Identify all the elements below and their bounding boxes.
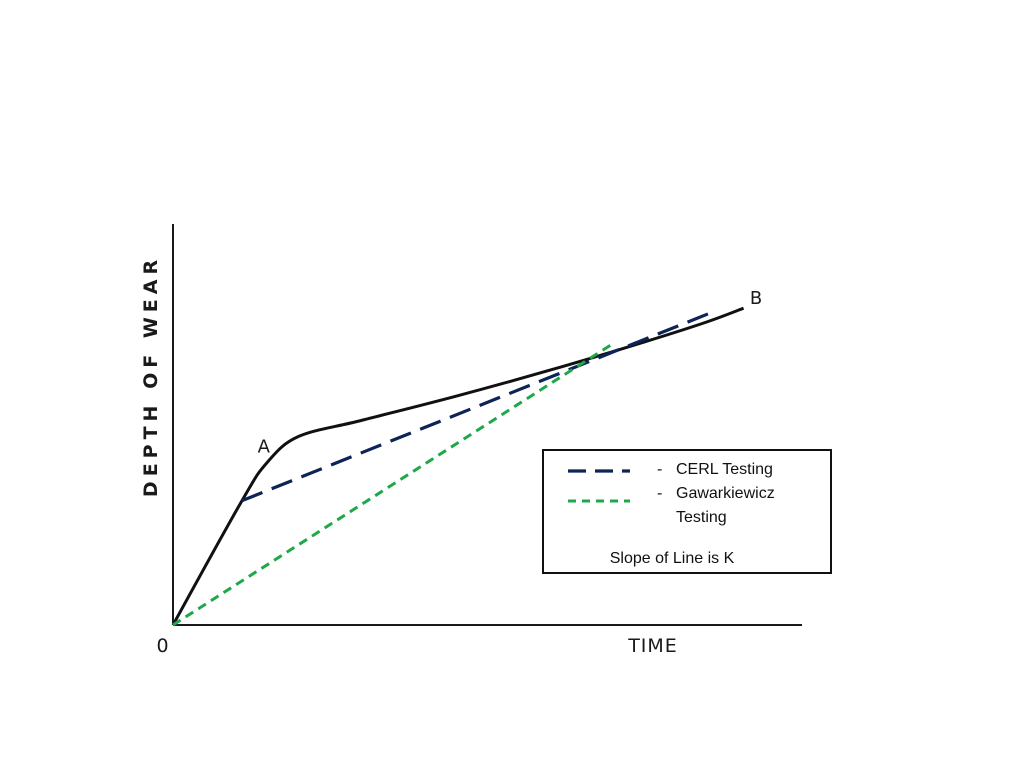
x-axis-label: TIME <box>627 635 678 657</box>
legend: - CERL Testing - Gawarkiewicz Testing Sl… <box>542 449 832 574</box>
legend-marker-cerl: - <box>657 461 662 478</box>
series-cerl-line <box>241 310 713 503</box>
legend-box <box>542 449 832 574</box>
series-gawarkiewicz-line <box>172 343 613 627</box>
legend-note: Slope of Line is K <box>610 550 735 567</box>
point-label-a: A <box>258 437 271 458</box>
legend-label-gawarkiewicz: Gawarkiewicz <box>676 485 775 502</box>
point-labels: AB <box>258 288 763 457</box>
origin-label: 0 <box>156 635 169 657</box>
axes: DEPTH OF WEAR TIME 0 <box>140 224 802 657</box>
y-axis-label: DEPTH OF WEAR <box>140 255 162 497</box>
point-label-b: B <box>750 288 762 309</box>
legend-marker-gawarkiewicz: - <box>657 485 662 502</box>
series-wear-curve <box>171 306 745 626</box>
legend-label-gawarkiewicz-line2: Testing <box>676 509 727 526</box>
legend-label-cerl: CERL Testing <box>676 461 773 478</box>
series-layer <box>171 306 745 627</box>
